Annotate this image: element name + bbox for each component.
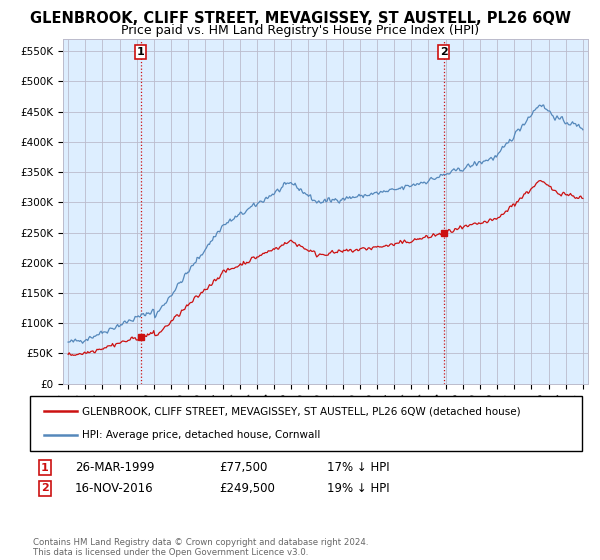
Text: 19% ↓ HPI: 19% ↓ HPI bbox=[327, 482, 389, 495]
Text: Price paid vs. HM Land Registry's House Price Index (HPI): Price paid vs. HM Land Registry's House … bbox=[121, 24, 479, 36]
Text: GLENBROOK, CLIFF STREET, MEVAGISSEY, ST AUSTELL, PL26 6QW (detached house): GLENBROOK, CLIFF STREET, MEVAGISSEY, ST … bbox=[82, 407, 521, 416]
Text: £77,500: £77,500 bbox=[219, 461, 268, 474]
Text: 17% ↓ HPI: 17% ↓ HPI bbox=[327, 461, 389, 474]
Text: 1: 1 bbox=[41, 463, 49, 473]
Text: 2: 2 bbox=[440, 48, 448, 58]
Text: GLENBROOK, CLIFF STREET, MEVAGISSEY, ST AUSTELL, PL26 6QW: GLENBROOK, CLIFF STREET, MEVAGISSEY, ST … bbox=[29, 11, 571, 26]
Text: 1: 1 bbox=[137, 48, 145, 58]
Text: 2: 2 bbox=[41, 483, 49, 493]
Text: Contains HM Land Registry data © Crown copyright and database right 2024.
This d: Contains HM Land Registry data © Crown c… bbox=[33, 538, 368, 557]
Text: £249,500: £249,500 bbox=[219, 482, 275, 495]
Text: 26-MAR-1999: 26-MAR-1999 bbox=[75, 461, 155, 474]
Text: 16-NOV-2016: 16-NOV-2016 bbox=[75, 482, 154, 495]
FancyBboxPatch shape bbox=[30, 396, 582, 451]
Text: HPI: Average price, detached house, Cornwall: HPI: Average price, detached house, Corn… bbox=[82, 431, 321, 440]
